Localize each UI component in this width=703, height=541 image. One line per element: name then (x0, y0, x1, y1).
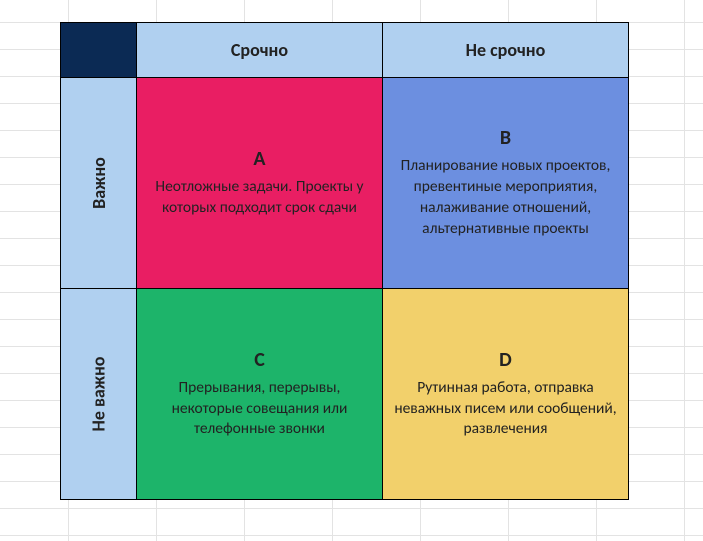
quadrant-a-letter: A (253, 147, 265, 171)
quadrant-b-letter: B (500, 126, 511, 150)
quadrant-d: D Рутинная работа, отправка неважных пис… (382, 289, 628, 500)
quadrant-d-desc: Рутинная работа, отправка неважных писем… (391, 378, 620, 441)
matrix-table: Срочно Не срочно Важно A Неотложные зада… (60, 22, 629, 500)
row-header-important-label: Важно (87, 157, 109, 209)
quadrant-c-desc: Прерывания, перерывы, некоторые совещани… (145, 378, 374, 441)
quadrant-c-inner: C Прерывания, перерывы, некоторые совеща… (137, 289, 382, 499)
row-header-not-important: Не важно (61, 289, 137, 500)
row-header-important: Важно (61, 78, 137, 289)
quadrant-a-inner: A Неотложные задачи. Проекты у которых п… (137, 78, 382, 288)
header-row: Срочно Не срочно (61, 23, 629, 78)
quadrant-a: A Неотложные задачи. Проекты у которых п… (136, 78, 382, 289)
row-header-not-important-label: Не важно (87, 357, 109, 432)
quadrant-d-letter: D (499, 348, 512, 372)
quadrant-a-desc: Неотложные задачи. Проекты у которых под… (145, 177, 374, 219)
quadrant-c: C Прерывания, перерывы, некоторые совеща… (136, 289, 382, 500)
quadrant-c-letter: C (254, 348, 265, 372)
row-not-important: Не важно C Прерывания, перерывы, некотор… (61, 289, 629, 500)
quadrant-b-inner: B Планирование новых проектов, превентин… (383, 78, 628, 288)
row-important: Важно A Неотложные задачи. Проекты у кот… (61, 78, 629, 289)
quadrant-d-inner: D Рутинная работа, отправка неважных пис… (383, 289, 628, 499)
quadrant-b: B Планирование новых проектов, превентин… (382, 78, 628, 289)
quadrant-b-desc: Планирование новых проектов, превентиные… (391, 156, 620, 240)
col-header-urgent: Срочно (136, 23, 382, 78)
col-header-not-urgent: Не срочно (382, 23, 628, 78)
corner-cell (61, 23, 137, 78)
eisenhower-matrix: Срочно Не срочно Важно A Неотложные зада… (60, 22, 629, 500)
